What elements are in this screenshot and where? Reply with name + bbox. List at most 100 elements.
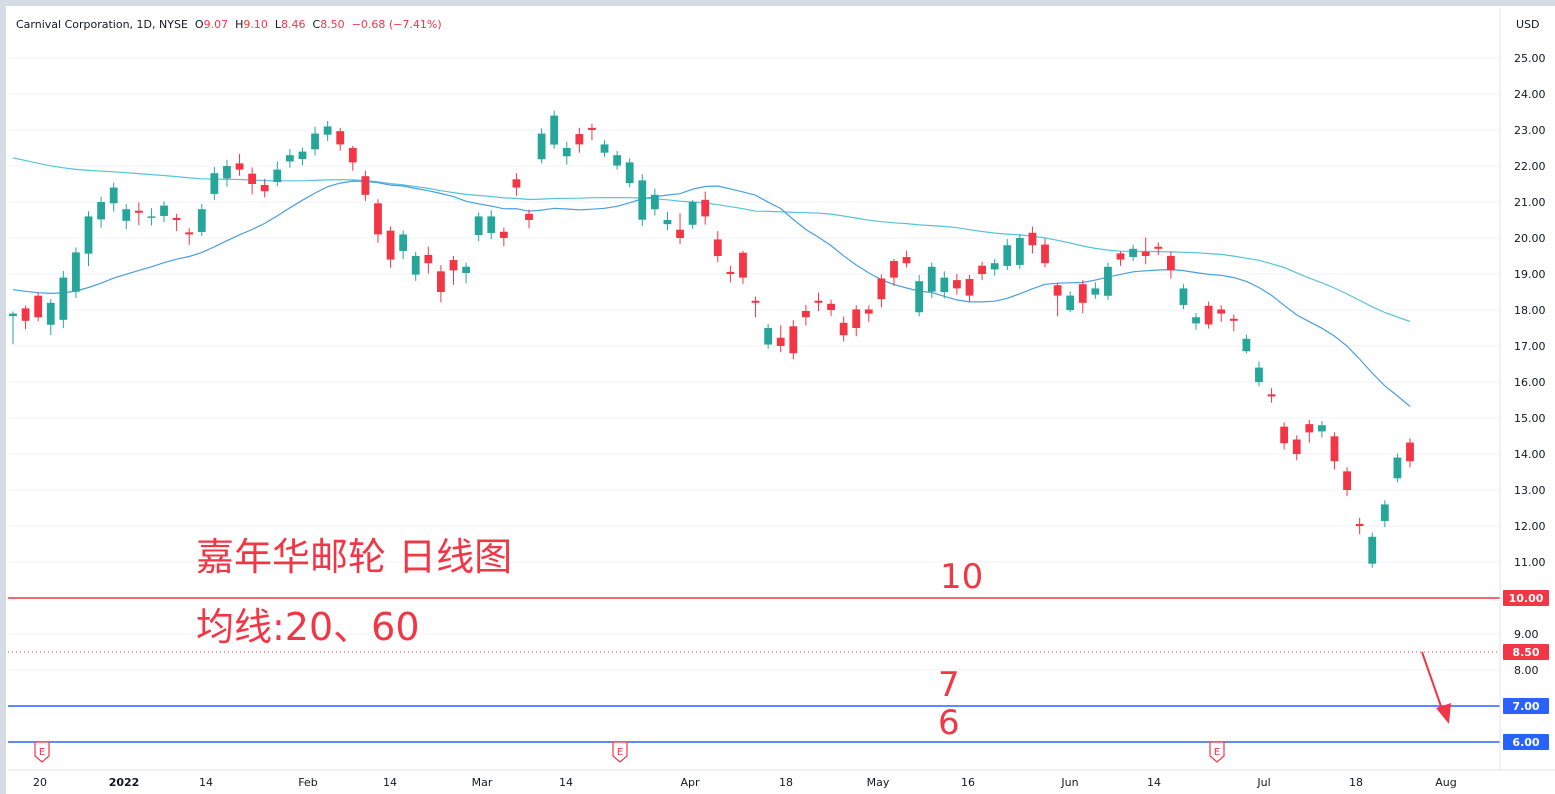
grid-lines <box>8 57 1500 671</box>
horizontal-levels[interactable] <box>8 597 1500 743</box>
earnings-marker-label: E <box>39 747 45 758</box>
candle-up <box>1255 367 1263 383</box>
candle-up <box>915 281 924 313</box>
time-tick-label: Mar <box>472 776 493 789</box>
earnings-marker[interactable] <box>34 741 50 763</box>
candle-down <box>789 326 798 354</box>
price-tick-label: 16.00 <box>1514 376 1546 389</box>
candle-down <box>248 173 257 184</box>
price-badge-label: 10.00 <box>1509 592 1544 605</box>
earnings-marker[interactable] <box>1209 741 1225 763</box>
ma-annotation: 均线:20、60 <box>196 605 420 649</box>
candle-down <box>424 254 433 264</box>
price-tick-label: 12.00 <box>1514 520 1546 533</box>
candle-up <box>411 256 420 275</box>
candle-up <box>487 216 496 233</box>
candle-up <box>474 216 483 236</box>
candle-up <box>462 266 470 274</box>
candle-down <box>827 303 835 310</box>
candle-up <box>97 202 106 220</box>
candle-up <box>122 209 131 221</box>
candle-up <box>46 302 55 325</box>
candle-up <box>1104 266 1112 296</box>
price-badge-label: 7.00 <box>1512 700 1539 713</box>
candle-up <box>1003 245 1012 266</box>
price-tick-label: 21.00 <box>1514 196 1546 209</box>
candle-up <box>1242 338 1251 352</box>
low-label: L <box>274 18 281 31</box>
candle-up <box>1368 536 1377 564</box>
time-tick-label: Feb <box>298 776 317 789</box>
candle-up <box>84 216 93 254</box>
candle-down <box>953 280 961 289</box>
candle-down <box>1330 436 1339 462</box>
earnings-marker[interactable] <box>612 741 628 763</box>
candle-up <box>59 277 68 320</box>
candle-up <box>1393 457 1402 479</box>
candle-down <box>1267 394 1276 397</box>
moving-averages <box>12 157 1411 407</box>
candle-up <box>311 133 319 150</box>
candle-down <box>437 271 445 292</box>
candle-down <box>739 252 747 278</box>
candle-up <box>650 194 659 210</box>
time-tick-label: Aug <box>1435 776 1456 789</box>
candle-down <box>588 127 596 130</box>
candle-up <box>323 126 332 135</box>
close-value: 8.50 <box>320 18 345 31</box>
candle-down <box>512 179 521 188</box>
price-axis[interactable]: USD 25.00 24.00 23.00 22.00 21.00 20.00 19.00 18… <box>1499 8 1549 770</box>
time-tick-label: 20 <box>33 776 47 789</box>
candle-up <box>285 155 294 162</box>
earnings-marker-label: E <box>1214 747 1220 758</box>
candle-down <box>1041 244 1049 264</box>
candle-down <box>965 279 974 296</box>
candle-up <box>109 187 118 204</box>
ma20-line <box>12 180 1411 407</box>
price-tick-label: 25.00 <box>1514 52 1546 65</box>
time-tick-label: 14 <box>383 776 397 789</box>
candle-down <box>864 309 873 314</box>
last-price-badge-label: 8.50 <box>1512 646 1539 659</box>
candle-down <box>1204 305 1213 325</box>
price-tick-label: 15.00 <box>1514 412 1546 425</box>
candle-down <box>1406 442 1414 462</box>
level-7-annotation: 7 <box>938 665 960 705</box>
candle-down <box>134 210 143 213</box>
candle-down <box>978 265 986 274</box>
candle-down <box>1229 318 1238 321</box>
candle-down <box>336 131 345 145</box>
candle-up <box>600 144 609 153</box>
candle-down <box>449 260 458 271</box>
candle-up <box>940 277 949 293</box>
candle-down <box>361 176 370 195</box>
arrow-head <box>1436 703 1451 724</box>
price-tick-label: 23.00 <box>1514 124 1546 137</box>
open-value: 9.07 <box>203 18 229 31</box>
candle-up <box>399 234 408 251</box>
candle-up <box>9 313 17 317</box>
window-top-border <box>0 0 1555 6</box>
candle-up <box>562 148 571 157</box>
candle-down <box>34 295 43 318</box>
candle-up <box>1192 317 1200 324</box>
candle-up <box>223 166 231 179</box>
candle-down <box>726 271 735 274</box>
candle-up <box>160 205 168 216</box>
symbol-header: Carnival Corporation, 1D, NYSE O9.07 H9.… <box>16 18 442 31</box>
time-tick-label: 2022 <box>109 776 140 789</box>
candle-down <box>776 337 785 346</box>
candle-down <box>814 300 823 303</box>
candle-up <box>625 162 634 184</box>
window-left-border <box>0 0 6 794</box>
candle-up <box>550 115 559 145</box>
symbol-name: Carnival Corporation, 1D, NYSE <box>16 18 188 31</box>
earnings-marker-label: E <box>617 747 623 758</box>
candle-up <box>298 151 307 160</box>
price-badge <box>1503 698 1549 714</box>
time-tick-label: Apr <box>680 776 700 789</box>
ma60-line <box>12 157 1411 323</box>
time-axis[interactable]: 20 2022 14 Feb 14 Mar 14 Apr 18 May 16 Jun 14 Jul 18 Au… <box>8 741 1555 789</box>
candle-up <box>273 169 282 183</box>
